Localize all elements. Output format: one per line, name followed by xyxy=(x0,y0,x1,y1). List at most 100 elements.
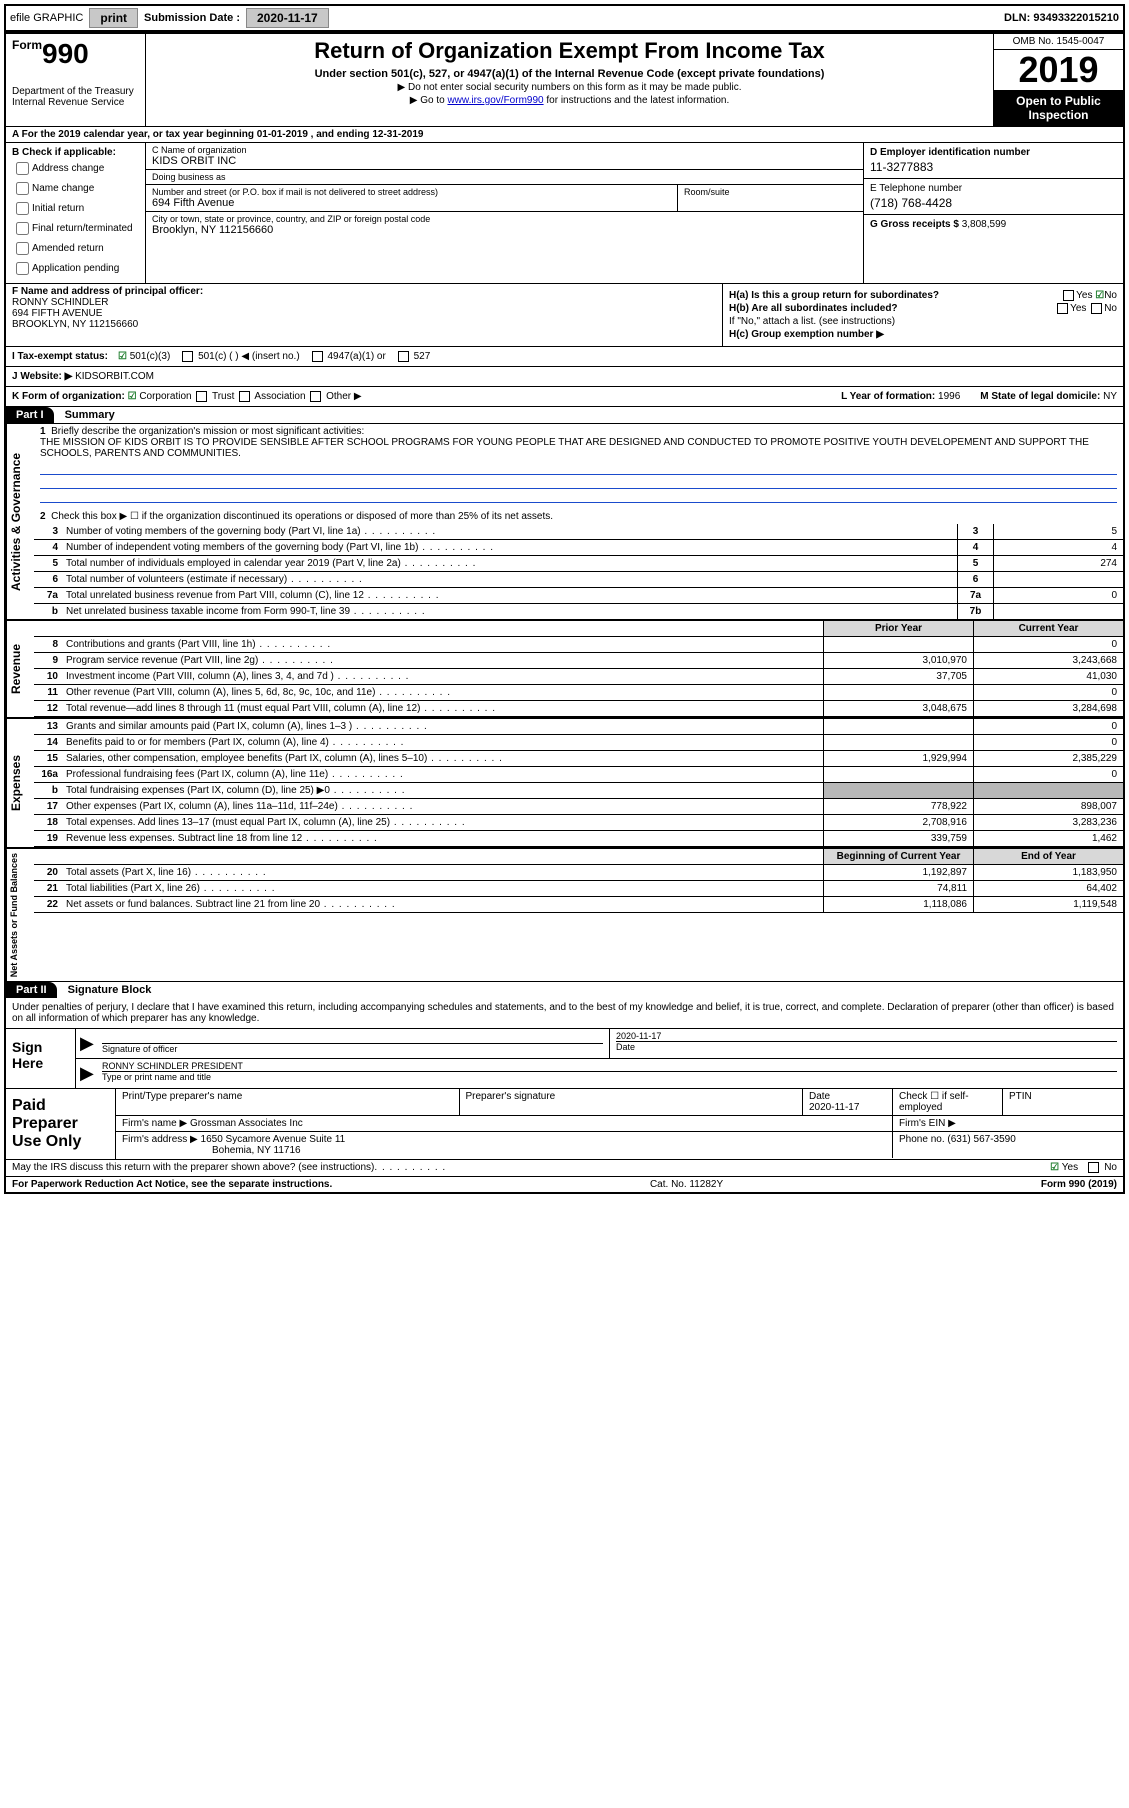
efile-label: efile GRAPHIC xyxy=(10,12,83,24)
form-id-footer: Form 990 (2019) xyxy=(1041,1179,1117,1190)
mission-blank-2 xyxy=(40,477,1117,489)
netassets-vlabel: Net Assets or Fund Balances xyxy=(6,849,34,981)
dba-label: Doing business as xyxy=(152,172,857,182)
activities-governance: Activities & Governance 1 Briefly descri… xyxy=(6,423,1123,620)
website-row: J Website: ▶ KIDSORBIT.COM xyxy=(6,367,1123,387)
fin-row: 12Total revenue—add lines 8 through 11 (… xyxy=(34,701,1123,717)
activity-row: 6Total number of volunteers (estimate if… xyxy=(34,572,1123,588)
officer-name: RONNY SCHINDLER xyxy=(12,297,109,308)
signer-name: RONNY SCHINDLER PRESIDENT xyxy=(102,1061,1117,1071)
right-column: D Employer identification number 11-3277… xyxy=(863,143,1123,283)
phone-value: (718) 768-4428 xyxy=(870,196,1117,210)
form-990: Form990 Department of the Treasury Inter… xyxy=(4,32,1125,1194)
room-label: Room/suite xyxy=(684,187,857,197)
form-subtitle: Under section 501(c), 527, or 4947(a)(1)… xyxy=(152,68,987,80)
submission-date-label: Submission Date : xyxy=(144,12,240,24)
fin-row: 22Net assets or fund balances. Subtract … xyxy=(34,897,1123,913)
form-number: 990 xyxy=(42,38,89,69)
fin-row: 20Total assets (Part X, line 16)1,192,89… xyxy=(34,865,1123,881)
sign-arrow-icon-2: ▶ xyxy=(76,1059,96,1088)
fin-row: 15Salaries, other compensation, employee… xyxy=(34,751,1123,767)
mid-grid: B Check if applicable: Address change Na… xyxy=(6,143,1123,284)
hc-group xyxy=(565,371,1118,382)
phone-label: E Telephone number xyxy=(870,183,1117,194)
omb-number: OMB No. 1545-0047 xyxy=(994,34,1123,50)
activity-row: 7aTotal unrelated business revenue from … xyxy=(34,588,1123,604)
officer-addr1: 694 FIFTH AVENUE xyxy=(12,308,102,319)
k-row: K Form of organization: ☑ Corporation Tr… xyxy=(6,387,1123,407)
header-left: Form990 Department of the Treasury Inter… xyxy=(6,34,146,126)
dln-label: DLN: 93493322015210 xyxy=(1004,12,1119,24)
mission-blank-3 xyxy=(40,491,1117,503)
cb-initial-return[interactable]: Initial return xyxy=(12,199,139,218)
fin-row: 21Total liabilities (Part X, line 26)74,… xyxy=(34,881,1123,897)
irs-link[interactable]: www.irs.gov/Form990 xyxy=(447,95,543,106)
gross-value: 3,808,599 xyxy=(962,219,1007,230)
fin-row: 11Other revenue (Part VIII, column (A), … xyxy=(34,685,1123,701)
part1-header: Part I Summary xyxy=(6,407,1123,423)
topbar: efile GRAPHIC print Submission Date : 20… xyxy=(4,4,1125,32)
dept-label: Department of the Treasury Internal Reve… xyxy=(12,86,139,108)
activity-row: 4Number of independent voting members of… xyxy=(34,540,1123,556)
activity-row: 5Total number of individuals employed in… xyxy=(34,556,1123,572)
section-h: H(a) Is this a group return for subordin… xyxy=(723,284,1123,346)
form-header: Form990 Department of the Treasury Inter… xyxy=(6,34,1123,127)
revenue-section: Revenue Prior Year Current Year 8Contrib… xyxy=(6,620,1123,718)
submission-date-value: 2020-11-17 xyxy=(246,8,329,28)
addr-value: 694 Fifth Avenue xyxy=(152,197,671,209)
paid-preparer-label: Paid Preparer Use Only xyxy=(6,1089,116,1159)
cb-amended-return[interactable]: Amended return xyxy=(12,239,139,258)
website-value: KIDSORBIT.COM xyxy=(75,371,154,382)
ein-value: 11-3277883 xyxy=(870,160,1117,174)
section-c: C Name of organization KIDS ORBIT INC Do… xyxy=(146,143,863,283)
form-title: Return of Organization Exempt From Incom… xyxy=(152,38,987,64)
sign-here: Sign Here ▶ Signature of officer 2020-11… xyxy=(6,1028,1123,1088)
open-public-badge: Open to Public Inspection xyxy=(994,90,1123,126)
fin-row: 17Other expenses (Part IX, column (A), l… xyxy=(34,799,1123,815)
revenue-vlabel: Revenue xyxy=(6,621,34,717)
activities-vlabel: Activities & Governance xyxy=(6,424,34,619)
sign-here-label: Sign Here xyxy=(6,1029,76,1088)
end-year-header: End of Year xyxy=(973,849,1123,864)
fin-row: bTotal fundraising expenses (Part IX, co… xyxy=(34,783,1123,799)
part2-header: Part II Signature Block xyxy=(6,982,1123,998)
activity-row: 3Number of voting members of the governi… xyxy=(34,524,1123,540)
org-name: KIDS ORBIT INC xyxy=(152,155,857,167)
cb-application-pending[interactable]: Application pending xyxy=(12,259,139,278)
begin-year-header: Beginning of Current Year xyxy=(823,849,973,864)
cb-final-return[interactable]: Final return/terminated xyxy=(12,219,139,238)
header-mid: Return of Organization Exempt From Incom… xyxy=(146,34,993,126)
sign-arrow-icon: ▶ xyxy=(76,1029,96,1058)
expenses-vlabel: Expenses xyxy=(6,719,34,847)
form-word: Form xyxy=(12,38,42,52)
section-b-header: B Check if applicable: xyxy=(12,147,139,158)
section-b: B Check if applicable: Address change Na… xyxy=(6,143,146,283)
fin-row: 10Investment income (Part VIII, column (… xyxy=(34,669,1123,685)
fin-row: 16aProfessional fundraising fees (Part I… xyxy=(34,767,1123,783)
mission-blank-1 xyxy=(40,463,1117,475)
sig-declaration: Under penalties of perjury, I declare th… xyxy=(6,998,1123,1028)
fin-row: 9Program service revenue (Part VIII, lin… xyxy=(34,653,1123,669)
officer-label: F Name and address of principal officer: xyxy=(12,286,203,297)
print-button[interactable]: print xyxy=(89,8,138,28)
fin-row: 14Benefits paid to or for members (Part … xyxy=(34,735,1123,751)
activity-row: bNet unrelated business taxable income f… xyxy=(34,604,1123,619)
addr-label: Number and street (or P.O. box if mail i… xyxy=(152,187,671,197)
fin-row: 8Contributions and grants (Part VIII, li… xyxy=(34,637,1123,653)
current-year-header: Current Year xyxy=(973,621,1123,636)
tax-status-row: I Tax-exempt status: ☑ 501(c)(3) 501(c) … xyxy=(6,347,1123,367)
line-a: A For the 2019 calendar year, or tax yea… xyxy=(6,127,1123,143)
paid-preparer: Paid Preparer Use Only Print/Type prepar… xyxy=(6,1088,1123,1160)
header-right: OMB No. 1545-0047 2019 Open to Public In… xyxy=(993,34,1123,126)
lower-grid: F Name and address of principal officer:… xyxy=(6,284,1123,347)
q2-label: Check this box ▶ ☐ if the organization d… xyxy=(51,511,553,522)
fin-row: 13Grants and similar amounts paid (Part … xyxy=(34,719,1123,735)
officer-addr2: BROOKLYN, NY 112156660 xyxy=(12,319,138,330)
cb-address-change[interactable]: Address change xyxy=(12,159,139,178)
cb-name-change[interactable]: Name change xyxy=(12,179,139,198)
fin-row: 19Revenue less expenses. Subtract line 1… xyxy=(34,831,1123,847)
q1-label: Briefly describe the organization's miss… xyxy=(51,426,364,437)
ssn-warning: ▶ Do not enter social security numbers o… xyxy=(152,82,987,93)
org-name-label: C Name of organization xyxy=(152,145,857,155)
city-value: Brooklyn, NY 112156660 xyxy=(152,224,857,236)
